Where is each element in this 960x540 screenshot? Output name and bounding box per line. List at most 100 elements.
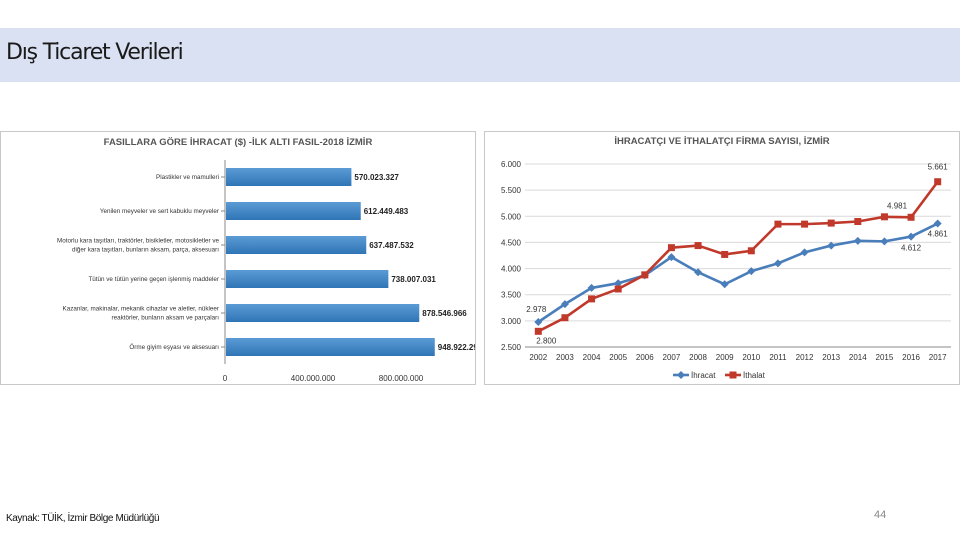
- category-label: Tütün ve tütün yerine geçen işlenmiş mad…: [88, 276, 219, 283]
- marker-ihracat: [827, 241, 836, 250]
- marker-ihracat: [694, 268, 703, 277]
- marker-ithalat: [614, 285, 622, 293]
- bar: [226, 270, 389, 288]
- bar: [226, 202, 361, 220]
- x-tick-label: 800.000.000: [379, 374, 424, 383]
- series-line-ithalat: [537, 180, 939, 333]
- y-tick-label: 5.000: [501, 212, 522, 221]
- legend-label-ihracat: İhracat: [691, 371, 716, 380]
- y-tick-label: 4.000: [501, 265, 522, 274]
- x-tick-label: 2014: [849, 353, 867, 362]
- marker-ithalat: [721, 250, 729, 258]
- x-tick-label: 2016: [902, 353, 920, 362]
- legend-marker-ihracat: [677, 371, 685, 379]
- category-label: Plastikler ve mamulleri: [156, 174, 219, 181]
- chart-title: FASILLARA GÖRE İHRACAT ($) -İLK ALTI FAS…: [104, 137, 373, 148]
- marker-ihracat: [534, 318, 543, 327]
- x-tick-label: 400.000.000: [291, 374, 336, 383]
- bar-value-label: 948.922.294: [438, 343, 475, 352]
- y-tick-label: 3.500: [501, 291, 522, 300]
- line-chart-panel: İHRACATÇI VE İTHALATÇI FİRMA SAYISI, İZM…: [484, 131, 960, 385]
- marker-ithalat: [854, 218, 862, 226]
- page-number: 44: [874, 509, 887, 521]
- category-label: Örme giyim eşyası ve aksesuarı: [129, 343, 219, 351]
- category-label: Kazanlar, makinalar, mekanik cihazlar ve…: [63, 306, 220, 322]
- marker-ihracat: [880, 237, 889, 246]
- x-tick-label: 2012: [796, 353, 814, 362]
- marker-ihracat: [933, 219, 942, 228]
- x-tick-label: 2017: [929, 353, 947, 362]
- x-tick-label: 2013: [822, 353, 840, 362]
- x-tick-label: 2006: [636, 353, 654, 362]
- marker-ihracat: [720, 280, 729, 289]
- data-label: 4.981: [887, 201, 908, 210]
- x-tick-label: 2015: [876, 353, 894, 362]
- x-tick-label: 2004: [583, 353, 601, 362]
- bar: [226, 236, 367, 254]
- marker-ihracat: [907, 232, 916, 241]
- marker-ithalat: [667, 244, 675, 252]
- category-label: Yenilen meyveler ve sert kabuklu meyvele…: [100, 208, 219, 215]
- bar: [226, 168, 352, 186]
- category-label-line: Kazanlar, makinalar, mekanik cihazlar ve…: [63, 306, 219, 313]
- marker-ihracat: [773, 259, 782, 268]
- marker-ithalat: [934, 178, 942, 186]
- x-tick-label: 2002: [529, 353, 547, 362]
- category-label: Motorlu kara taşıtları, traktörler, bisi…: [57, 238, 220, 254]
- category-label-line: Plastikler ve mamulleri: [156, 174, 219, 181]
- y-tick-label: 5.500: [501, 186, 522, 195]
- category-label-line: diğer kara taşıtları, bunların aksam, pa…: [72, 247, 219, 254]
- bar-value-label: 612.449.483: [364, 207, 409, 216]
- x-tick-label: 2003: [556, 353, 574, 362]
- y-tick-label: 4.500: [501, 238, 522, 247]
- marker-ithalat: [827, 219, 835, 227]
- bar-value-label: 570.023.327: [354, 173, 399, 182]
- bar-chart-panel: FASILLARA GÖRE İHRACAT ($) -İLK ALTI FAS…: [0, 131, 483, 385]
- marker-ihracat: [853, 236, 862, 245]
- data-label: 5.661: [928, 163, 949, 172]
- marker-ithalat: [747, 247, 755, 255]
- marker-ithalat: [907, 213, 915, 221]
- bar-value-label: 738.007.031: [391, 275, 436, 284]
- x-tick-label: 2005: [609, 353, 627, 362]
- x-tick-label: 2010: [742, 353, 760, 362]
- x-tick-label: 2009: [716, 353, 734, 362]
- category-label-line: reaktörler, bunların aksam ve parçaları: [112, 315, 220, 322]
- bar: [226, 338, 435, 356]
- bar: [226, 304, 420, 322]
- marker-ithalat: [641, 271, 649, 279]
- marker-ihracat: [587, 283, 596, 292]
- marker-ithalat: [561, 314, 569, 322]
- x-tick-label: 2008: [689, 353, 707, 362]
- marker-ihracat: [800, 248, 809, 257]
- marker-ithalat: [588, 295, 596, 303]
- marker-ihracat: [560, 300, 569, 309]
- data-label: 4.612: [901, 244, 922, 253]
- chart-title: İHRACATÇI VE İTHALATÇI FİRMA SAYISI, İZM…: [614, 136, 829, 147]
- series-line-ihracat: [537, 222, 939, 324]
- x-tick-label: 0: [223, 374, 228, 383]
- line-chart: İHRACATÇI VE İTHALATÇI FİRMA SAYISI, İZM…: [501, 136, 951, 380]
- data-label: 2.978: [526, 305, 547, 314]
- source-note: Kaynak: TÜİK, İzmir Bölge Müdürlüğü: [6, 513, 160, 524]
- marker-ihracat: [614, 279, 623, 288]
- marker-ihracat: [747, 267, 756, 276]
- legend-marker-ithalat: [729, 371, 737, 379]
- bar-value-label: 878.546.966: [422, 309, 467, 318]
- x-tick-label: 2011: [769, 353, 787, 362]
- marker-ithalat: [694, 242, 702, 250]
- category-label-line: Örme giyim eşyası ve aksesuarı: [129, 343, 219, 351]
- marker-ithalat: [534, 327, 542, 335]
- bar-value-label: 637.487.532: [369, 241, 414, 250]
- category-label-line: Motorlu kara taşıtları, traktörler, bisi…: [57, 238, 220, 245]
- category-label-line: Tütün ve tütün yerine geçen işlenmiş mad…: [88, 276, 219, 283]
- marker-ihracat: [667, 253, 676, 262]
- data-label: 4.861: [928, 230, 949, 239]
- y-tick-label: 3.000: [501, 317, 522, 326]
- slide-title: Dış Ticaret Verileri: [6, 40, 184, 65]
- marker-ithalat: [774, 220, 782, 228]
- y-tick-label: 2.500: [501, 343, 522, 352]
- bar-chart: FASILLARA GÖRE İHRACAT ($) -İLK ALTI FAS…: [57, 137, 483, 383]
- category-label-line: Yenilen meyveler ve sert kabuklu meyvele…: [100, 208, 219, 215]
- x-tick-label: 2007: [663, 353, 681, 362]
